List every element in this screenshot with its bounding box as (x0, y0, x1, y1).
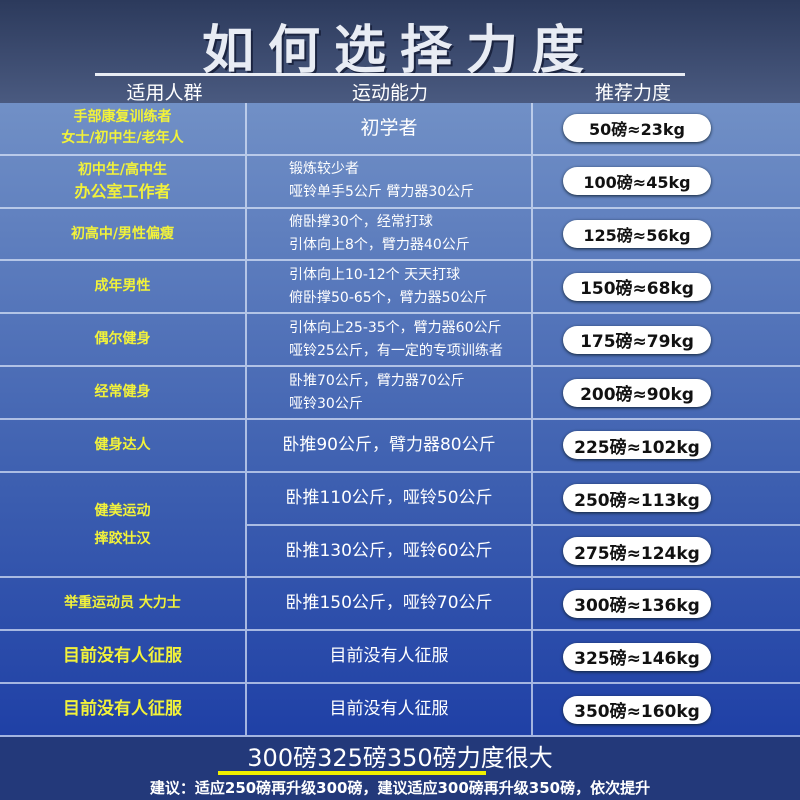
group-cell: 健身达人 (0, 419, 247, 473)
ability-text: 引体向上25-35个，臂力器60公斤 (289, 319, 502, 336)
group-cell: 初高中/男性偏瘦 (0, 208, 247, 262)
force-badge: 250磅≈113kg (563, 484, 711, 513)
force-badge: 200磅≈90kg (563, 378, 711, 407)
ability-text: 引体向上10-12个 天天打球 (289, 266, 461, 283)
group-text: 举重运动员 大力士 (64, 595, 181, 612)
ability-text: 初学者 (360, 116, 418, 139)
ability-text: 俯卧撑50-65个，臂力器50公斤 (289, 289, 488, 306)
force-table: 手部康复训练者 女士/初中生/老年人 初学者 50磅≈23kg 初中生/高中生 办公室工作… (0, 103, 800, 737)
footer (0, 737, 800, 800)
force-cell: 325磅≈146kg (533, 631, 800, 685)
group-text: 初高中/男性偏瘦 (70, 225, 175, 242)
header-group: 适用人群 (126, 82, 203, 104)
force-cell: 125磅≈56kg (533, 209, 800, 262)
footer-headline: 300磅325磅350磅力度很大 (247, 744, 553, 772)
ability-cell: 卧推90公斤，臂力器80公斤 (247, 419, 533, 473)
group-text: 目前没有人征服 (63, 646, 182, 667)
group-cell: 健美运动 摔跤壮汉 (0, 472, 247, 579)
ability-cell: 引体向上10-12个 天天打球俯卧撑50-65个，臂力器50公斤 (247, 261, 533, 315)
ability-text: 卧推70公斤，臂力器70公斤 (289, 372, 465, 389)
group-text: 目前没有人征服 (63, 699, 182, 720)
force-badge: 175磅≈79kg (563, 325, 711, 354)
group-text: 手部康复训练者 (73, 109, 172, 126)
force-cell: 300磅≈136kg (533, 578, 800, 632)
ability-text: 引体向上8个，臂力器40公斤 (289, 237, 470, 254)
force-badge: 50磅≈23kg (563, 114, 711, 143)
group-text: 偶尔健身 (94, 331, 151, 348)
ability-text: 锻炼较少者 (289, 161, 359, 178)
group-text: 经常健身 (94, 384, 151, 401)
ability-text: 哑铃25公斤，有一定的专项训练者 (289, 342, 503, 359)
group-text: 办公室工作者 (74, 182, 171, 202)
header-force: 推荐力度 (594, 82, 671, 104)
force-badge: 125磅≈56kg (563, 220, 711, 249)
ability-cell: 卧推130公斤，哑铃60公斤 (247, 525, 533, 579)
force-badge: 150磅≈68kg (563, 272, 711, 301)
ability-text: 目前没有人征服 (329, 646, 449, 667)
force-badge: 225磅≈102kg (563, 431, 711, 460)
group-cell: 举重运动员 大力士 (0, 578, 247, 632)
force-cell: 275磅≈124kg (533, 526, 800, 579)
ability-text: 卧推110公斤，哑铃50公斤 (285, 487, 493, 508)
ability-cell: 卧推110公斤，哑铃50公斤 (247, 472, 533, 526)
force-cell: 250磅≈113kg (533, 473, 800, 526)
group-text: 健美运动 (94, 502, 151, 519)
force-cell: 200磅≈90kg (533, 367, 800, 420)
group-text: 女士/初中生/老年人 (61, 130, 184, 147)
footer-advice: 建议：适应250磅再升级300磅，建议适应300磅再升级350磅，依次提升 (149, 779, 651, 797)
force-cell: 150磅≈68kg (533, 261, 800, 315)
header-ability: 运动能力 (351, 82, 428, 104)
ability-text: 哑铃30公斤 (289, 395, 363, 412)
ability-cell: 卧推150公斤，哑铃70公斤 (247, 578, 533, 632)
force-cell: 100磅≈45kg (533, 156, 800, 209)
group-cell: 初中生/高中生 办公室工作者 (0, 155, 247, 209)
page-title: 如何选择力度 (201, 21, 598, 81)
ability-cell: 引体向上25-35个，臂力器60公斤 哑铃25公斤，有一定的专项训练者 (247, 314, 533, 368)
group-cell: 目前没有人征服 (0, 684, 247, 737)
ability-cell: 卧推70公斤，臂力器70公斤 哑铃30公斤 (247, 367, 533, 420)
ability-cell: 初学者 (247, 103, 533, 156)
group-text: 成年男性 (94, 278, 151, 295)
group-cell: 手部康复训练者 女士/初中生/老年人 (0, 103, 247, 156)
force-cell: 225磅≈102kg (533, 420, 800, 473)
force-cell: 50磅≈23kg (533, 103, 800, 156)
group-cell: 偶尔健身 (0, 314, 247, 368)
force-cell: 175磅≈79kg (533, 314, 800, 368)
ability-text: 卧推90公斤，臂力器80公斤 (282, 434, 496, 455)
header-banner (0, 0, 800, 103)
ability-cell: 目前没有人征服 (247, 684, 533, 737)
title-divider (95, 73, 685, 76)
ability-cell: 俯卧撑30个，经常打球引体向上8个，臂力器40公斤 (247, 208, 533, 262)
ability-text: 目前没有人征服 (329, 699, 449, 720)
group-text: 摔跤壮汉 (94, 530, 151, 547)
ability-text: 卧推130公斤，哑铃60公斤 (285, 540, 493, 561)
force-badge: 100磅≈45kg (563, 167, 711, 196)
force-badge: 350磅≈160kg (563, 695, 711, 724)
headline-underline (218, 771, 486, 775)
ability-cell: 锻炼较少者哑铃单手5公斤 臂力器30公斤 (247, 155, 533, 209)
group-text: 健身达人 (94, 436, 151, 453)
group-cell: 成年男性 (0, 261, 247, 315)
force-badge: 300磅≈136kg (563, 589, 711, 618)
ability-cell: 目前没有人征服 (247, 631, 533, 685)
group-cell: 经常健身 (0, 367, 247, 420)
force-badge: 325磅≈146kg (563, 642, 711, 671)
group-cell: 目前没有人征服 (0, 631, 247, 685)
ability-text: 哑铃单手5公斤 臂力器30公斤 (289, 184, 475, 201)
ability-text: 俯卧撑30个，经常打球 (289, 214, 433, 231)
group-text: 初中生/高中生 (77, 162, 168, 179)
force-badge: 275磅≈124kg (563, 537, 711, 566)
force-cell: 350磅≈160kg (533, 684, 800, 737)
ability-text: 卧推150公斤，哑铃70公斤 (285, 593, 493, 614)
